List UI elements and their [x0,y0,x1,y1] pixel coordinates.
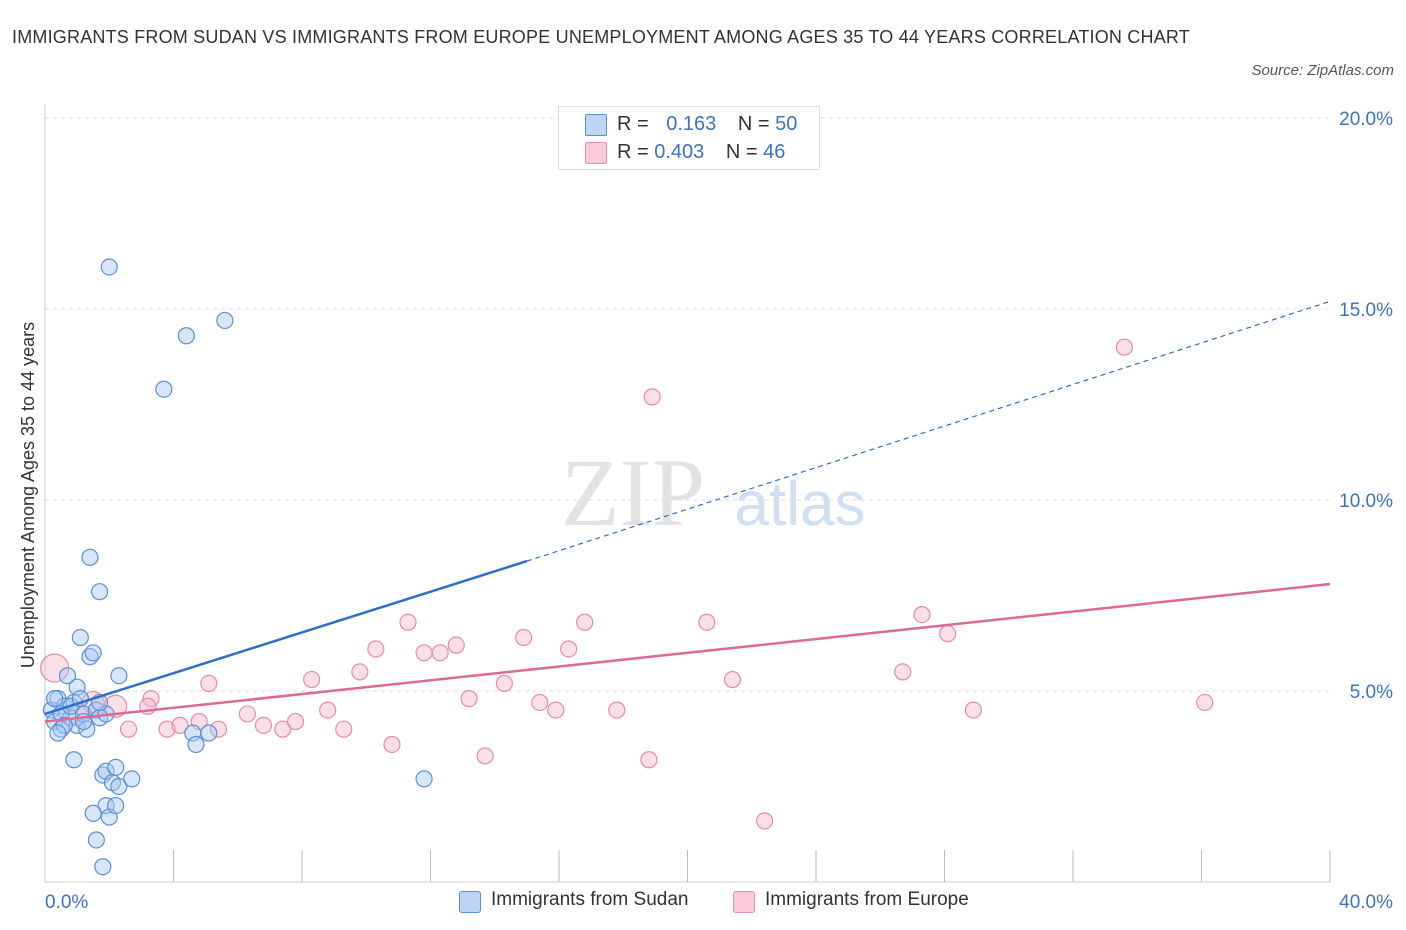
europe-point [200,674,218,692]
sudan-point [100,258,118,276]
legend-sudan-r: 0.163 [666,113,717,135]
sudan-point [49,724,67,742]
sudan-point [81,548,99,566]
bottom-legend-label-sudan: Immigrants from Sudan [491,889,689,910]
legend-swatch-europe [585,142,607,164]
sudan-point [71,628,89,647]
europe-point [274,720,292,738]
legend-n-label: N = [725,141,758,163]
source-label: Source: ZipAtlas.com [1251,62,1394,79]
bottom-legend-swatch-europe [733,891,755,913]
europe-point [286,712,305,731]
legend-europe-r: 0.403 [654,141,705,163]
europe-point [476,747,494,765]
europe-point [415,644,433,662]
europe-point [460,690,478,708]
legend-r-label: R = [617,113,649,135]
sudan-point [177,327,195,345]
sudan-point [110,777,128,796]
sudan-point [65,751,83,769]
sudan-point [84,804,102,822]
europe-point [576,613,594,631]
y-tick-label-1: 10.0% [1339,491,1393,512]
europe-point [913,605,931,624]
europe-point [238,705,256,723]
bottom-legend-swatch-sudan [459,891,481,913]
sudan-point [187,735,205,754]
europe-point [319,701,337,719]
europe-point [335,720,353,738]
sudan-point [155,380,173,398]
europe-point [119,720,138,738]
europe-point [383,735,401,754]
sudan-point [87,831,106,849]
watermark-atlas: atlas [735,470,866,539]
europe-point [515,628,533,647]
europe-point [964,701,983,719]
europe-point [399,613,417,631]
legend-sudan-n: 50 [775,113,798,135]
sudan-point [110,667,128,685]
legend-r-label: R = [617,141,649,163]
correlation-legend: R = 0.163 N = 50 R = 0.403 N = 46 [558,106,820,170]
y-tick-label-2: 15.0% [1339,300,1393,321]
x-tick-label-1: 40.0% [1339,892,1393,913]
sudan-trend-extension [526,300,1331,562]
europe-point [431,644,449,662]
europe-point [1196,693,1214,712]
sudan-point [216,311,234,330]
europe-trend-line [44,582,1331,723]
europe-point [640,751,658,769]
europe-point [351,663,369,681]
europe-point [254,716,273,734]
sudan-point [415,770,433,788]
y-axis-label: Unemployment Among Ages 35 to 44 years [18,322,38,668]
watermark-zip: ZIP [561,439,705,546]
sudan-point [107,758,125,777]
europe-point [447,636,465,654]
legend-swatch-sudan [585,114,607,136]
sudan-point [84,644,102,662]
europe-point [547,701,565,719]
europe-point [209,720,228,738]
europe-point [723,670,742,689]
europe-point [531,693,549,712]
europe-point [894,663,912,681]
europe-point [560,640,578,658]
europe-point [755,812,774,830]
sudan-point [200,724,218,742]
sudan-point [107,796,125,815]
x-tick-label-0: 0.0% [45,892,88,913]
europe-point [171,716,189,734]
sudan-trend-line [44,559,528,716]
europe-point [367,640,385,658]
europe-point [939,625,957,643]
europe-point [158,720,176,738]
legend-europe-n: 46 [763,141,786,163]
sudan-point [46,690,64,708]
europe-point [608,701,626,719]
y-tick-label-0: 5.0% [1350,682,1393,703]
sudan-point [94,858,112,876]
chart-title: IMMIGRANTS FROM SUDAN VS IMMIGRANTS FROM… [12,27,1190,47]
sudan-point [58,667,77,685]
europe-point [698,613,716,631]
europe-point [303,670,321,689]
y-tick-label-3: 20.0% [1339,109,1393,130]
bottom-legend-label-europe: Immigrants from Europe [765,889,969,910]
sudan-point [123,770,141,788]
europe-point [643,388,661,406]
europe-point [1115,338,1134,356]
legend-n-label: N = [737,113,770,135]
europe-point [495,674,513,692]
sudan-point [91,583,109,601]
